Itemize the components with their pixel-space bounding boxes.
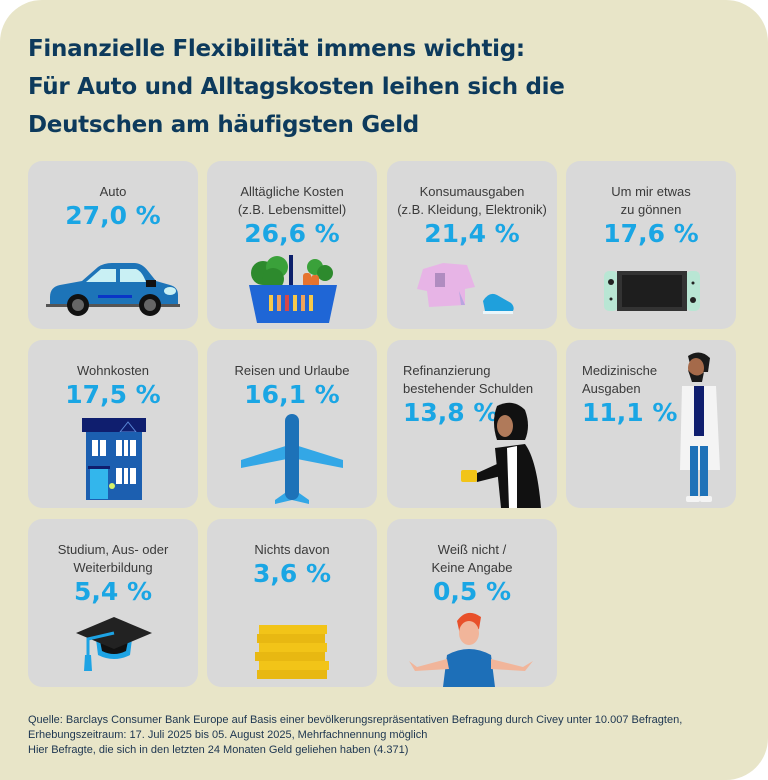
stat-label-line: Refinanzierung	[403, 363, 491, 378]
stat-label-line: (z.B. Lebensmittel)	[237, 202, 347, 217]
stat-value: 0,5 %	[432, 577, 512, 606]
stat-label: Studium, Aus- oder Weiterbildung	[28, 541, 198, 577]
stat-value: 5,4 %	[73, 577, 153, 606]
stat-label-line: Konsumausgaben	[419, 184, 525, 199]
game-console-icon	[604, 271, 700, 311]
stat-label-line: Weiß nicht /	[437, 542, 507, 557]
stat-label-line: Wohnkosten	[76, 363, 150, 378]
stat-label: Weiß nicht / Keine Angabe	[387, 541, 557, 577]
stat-value: 26,6 %	[244, 219, 340, 248]
stat-card-medizinisch: Medizinische Ausgaben 11,1 %	[566, 340, 736, 508]
stat-label-line: Um mir etwas	[611, 184, 691, 199]
stat-label: Konsumausgaben (z.B. Kleidung, Elektroni…	[387, 183, 557, 219]
stat-value: 17,5 %	[65, 380, 161, 409]
stat-label-line: zu gönnen	[620, 202, 682, 217]
grocery-basket-icon	[249, 255, 337, 323]
stat-label: Alltägliche Kosten (z.B. Lebensmittel)	[207, 183, 377, 219]
stat-card-goennen: Um mir etwas zu gönnen 17,6 %	[566, 161, 736, 329]
title-line: Deutschen am häufigsten Geld	[28, 112, 419, 138]
source-line: Hier Befragte, die sich in den letzten 2…	[28, 744, 409, 756]
stat-label-line: Auto	[99, 184, 127, 199]
doctor-icon	[680, 352, 720, 502]
graduation-cap-icon	[76, 617, 152, 671]
stat-value: 13,8 %	[403, 398, 499, 427]
stat-card-auto: Auto 27,0 %	[28, 161, 198, 329]
source-line: Quelle: Barclays Consumer Bank Europe au…	[28, 714, 683, 726]
stat-card-konsumausgaben: Konsumausgaben (z.B. Kleidung, Elektroni…	[387, 161, 557, 329]
stat-label: Medizinische Ausgaben	[582, 362, 736, 398]
stat-label-line: Weiterbildung	[73, 560, 153, 575]
source-note: Quelle: Barclays Consumer Bank Europe au…	[28, 713, 682, 758]
stat-label: Reisen und Urlaube	[207, 362, 377, 380]
stat-card-alltagskosten: Alltägliche Kosten (z.B. Lebensmittel) 2…	[207, 161, 377, 329]
stat-label-line: Alltägliche Kosten	[240, 184, 344, 199]
page-title: Finanzielle Flexibilität immens wichtig:…	[28, 30, 565, 144]
stat-value: 27,0 %	[65, 201, 161, 230]
title-line: Für Auto und Alltagskosten leihen sich d…	[28, 74, 565, 100]
house-icon	[82, 418, 146, 500]
stat-value: 16,1 %	[244, 380, 340, 409]
shrugging-person-icon	[409, 612, 533, 687]
coin-stack-icon	[255, 625, 329, 679]
stat-value: 11,1 %	[582, 398, 678, 427]
stat-card-studium: Studium, Aus- oder Weiterbildung 5,4 %	[28, 519, 198, 687]
stat-value: 17,6 %	[603, 219, 699, 248]
stat-card-refinanzierung: Refinanzierung bestehender Schulden 13,8…	[387, 340, 557, 508]
clothes-shoes-icon	[417, 263, 514, 314]
stat-label: Um mir etwas zu gönnen	[566, 183, 736, 219]
stat-label-line: Reisen und Urlaube	[234, 363, 350, 378]
stat-card-weiss-nicht: Weiß nicht / Keine Angabe 0,5 %	[387, 519, 557, 687]
stat-label: Nichts davon	[207, 541, 377, 559]
stat-label-line: Ausgaben	[582, 381, 641, 396]
stat-label: Auto	[28, 183, 198, 201]
stat-value: 21,4 %	[424, 219, 520, 248]
stat-card-nichts: Nichts davon 3,6 %	[207, 519, 377, 687]
stat-label-line: (z.B. Kleidung, Elektronik)	[397, 202, 547, 217]
woman-with-money-icon	[461, 402, 541, 508]
stat-label: Refinanzierung bestehender Schulden	[403, 362, 557, 398]
stat-label-line: bestehender Schulden	[403, 381, 534, 396]
stat-card-reisen: Reisen und Urlaube 16,1 %	[207, 340, 377, 508]
source-line: Erhebungszeitraum: 17. Juli 2025 bis 05.…	[28, 729, 428, 741]
stat-label-line: Nichts davon	[254, 542, 330, 557]
airplane-icon	[241, 414, 343, 504]
car-icon	[46, 263, 180, 316]
stat-label-line: Keine Angabe	[431, 560, 513, 575]
title-line: Finanzielle Flexibilität immens wichtig:	[28, 36, 525, 62]
stat-card-wohnkosten: Wohnkosten 17,5 %	[28, 340, 198, 508]
stat-label-line: Studium, Aus- oder	[57, 542, 169, 557]
stat-label: Wohnkosten	[28, 362, 198, 380]
stat-value: 3,6 %	[252, 559, 332, 588]
stat-label-line: Medizinische	[582, 363, 658, 378]
